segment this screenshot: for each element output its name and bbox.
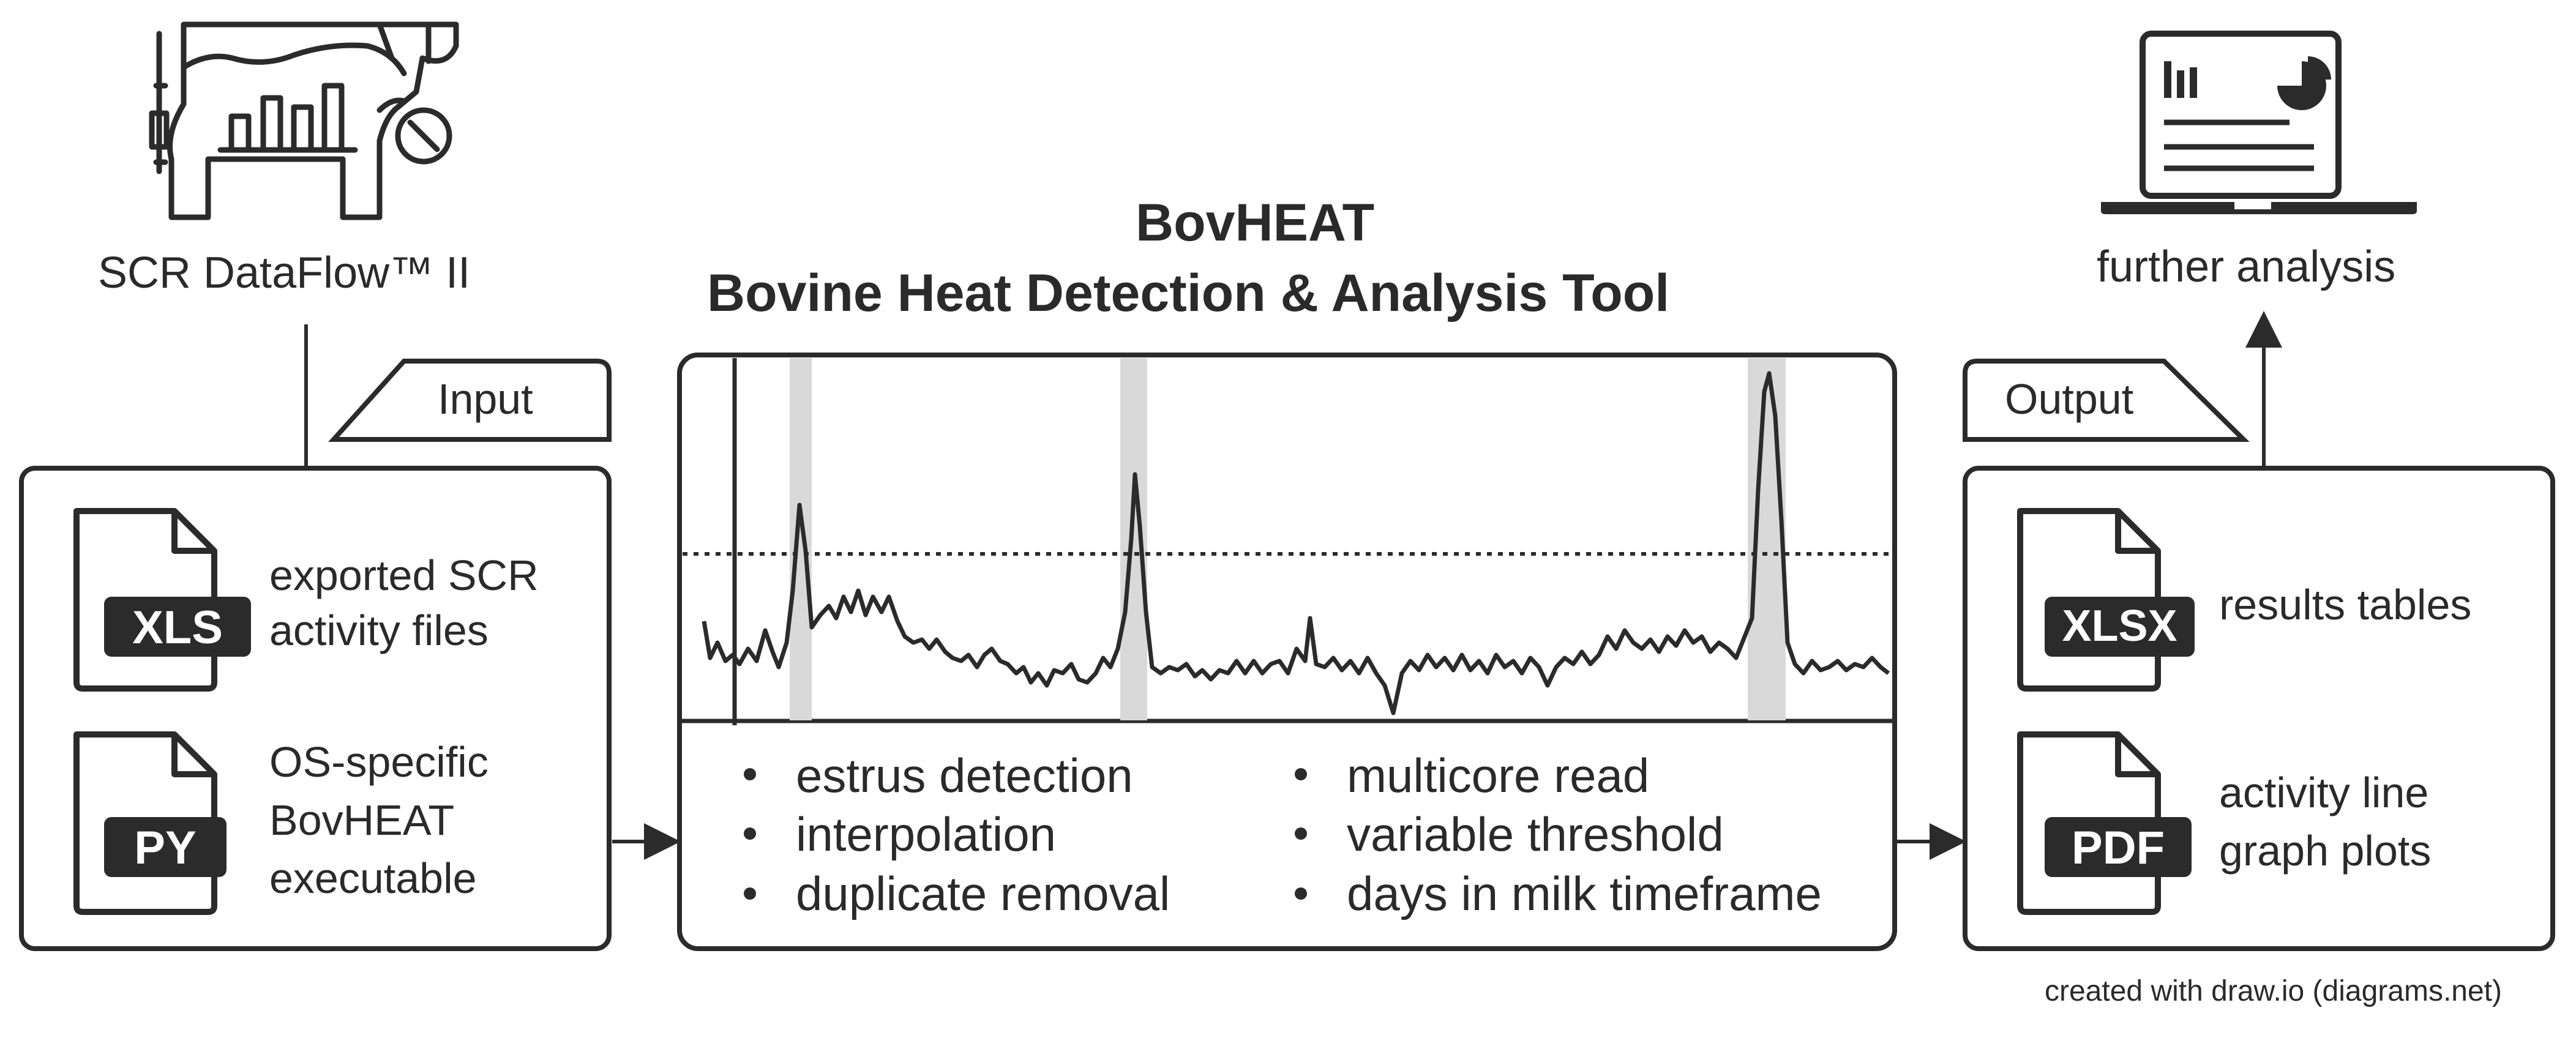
input-file-1-line2: activity files <box>269 607 489 654</box>
heat-highlight-2 <box>1120 358 1147 720</box>
source-label: SCR DataFlow™ II <box>98 248 471 297</box>
feature-right-2: variable threshold <box>1347 807 1724 861</box>
tool-panel <box>677 353 1897 951</box>
tool-title: BovHEAT <box>1136 193 1375 252</box>
credit-footer: created with draw.io (diagrams.net) <box>2045 975 2502 1007</box>
cow-dashboard-icon <box>149 21 459 220</box>
pdf-badge-text: PDF <box>2072 822 2165 874</box>
input-file-1-line1: exported SCR <box>269 551 539 599</box>
output-file-1-line1: results tables <box>2219 581 2472 629</box>
output-tab-label: Output <box>2005 375 2134 423</box>
xls-file-icon <box>73 508 251 692</box>
feature-left-1: estrus detection <box>796 749 1133 802</box>
pdf-file-icon <box>2017 731 2192 915</box>
input-tab-label: Input <box>438 375 533 423</box>
feature-left-3: duplicate removal <box>796 867 1170 920</box>
laptop-charts-icon <box>2101 31 2417 214</box>
feature-right-3: days in milk timeframe <box>1347 867 1822 920</box>
xlsx-file-icon <box>2017 508 2195 692</box>
further-analysis-label: further analysis <box>2097 242 2396 291</box>
activity-series-line <box>702 371 1890 715</box>
xls-badge-text: XLS <box>132 602 223 654</box>
heat-highlight-3 <box>1748 358 1786 720</box>
feature-left-2: interpolation <box>796 807 1056 861</box>
feature-bullets <box>744 768 1307 900</box>
output-file-2-line2: graph plots <box>2219 827 2432 875</box>
xlsx-badge-text: XLSX <box>2062 602 2177 651</box>
py-file-icon <box>73 731 227 915</box>
heat-highlight-1 <box>790 358 812 720</box>
py-badge-text: PY <box>134 822 197 874</box>
output-file-2-line1: activity line <box>2219 769 2429 816</box>
activity-chart <box>683 358 1892 725</box>
input-file-2-line1: OS-specific <box>269 738 489 786</box>
input-file-2-line3: executable <box>269 854 477 902</box>
feature-right-1: multicore read <box>1347 749 1650 802</box>
input-file-2-line2: BovHEAT <box>269 796 455 844</box>
tool-subtitle: Bovine Heat Detection & Analysis Tool <box>707 264 1670 323</box>
